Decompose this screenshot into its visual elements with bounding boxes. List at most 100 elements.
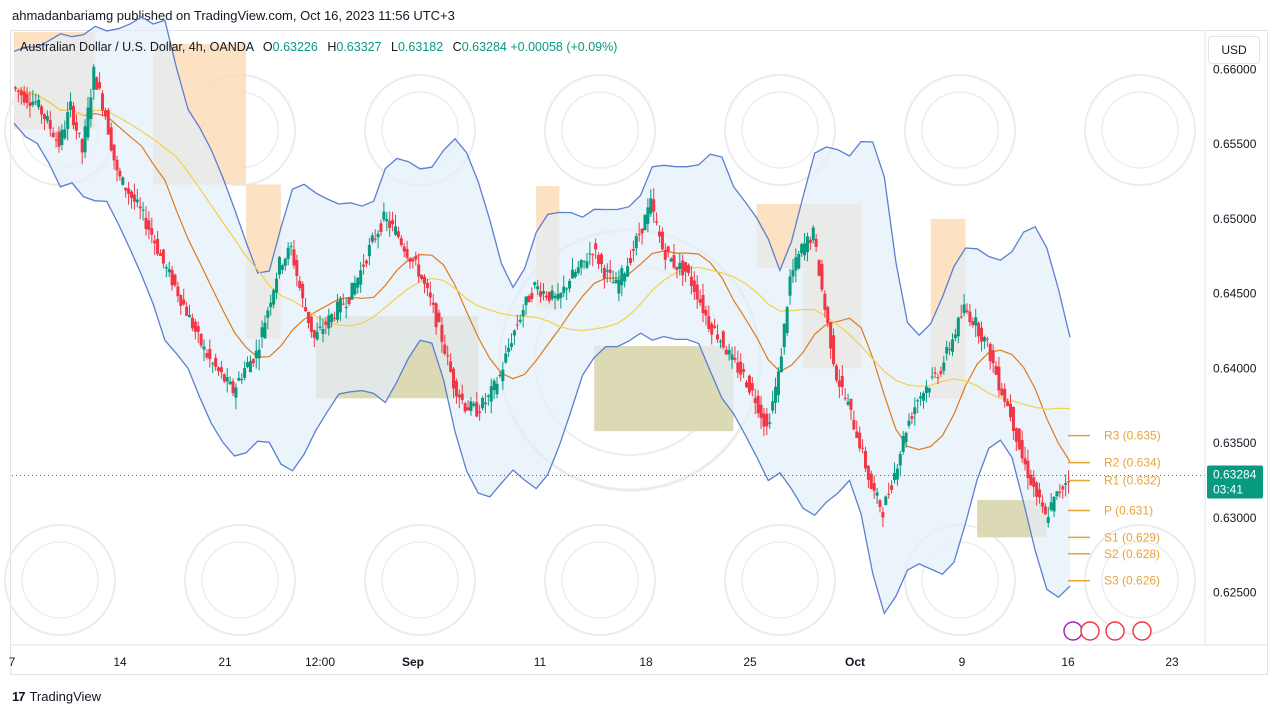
candle-body [742, 369, 746, 372]
candle-body [182, 299, 186, 305]
candle-body [524, 296, 528, 306]
candle-body [570, 269, 574, 279]
time-tick-label: Sep [402, 655, 424, 669]
candle-body [173, 274, 177, 286]
candle-body [388, 220, 392, 228]
candle-body [843, 397, 847, 399]
candle-body [344, 306, 348, 309]
time-axis[interactable]: 7 14 21 12:00 Sep 11 18 25 Oct 9 16 23 [9, 644, 1268, 669]
candle-body [541, 291, 545, 294]
candle-body [678, 262, 682, 270]
candle-body [556, 293, 560, 300]
price-axis[interactable]: 0.66000 0.65500 0.65000 0.64500 0.64000 0.635… [1204, 31, 1257, 645]
candle-body [660, 231, 664, 250]
candle-body [141, 209, 145, 211]
candle-body [69, 101, 73, 110]
candle-body [756, 395, 760, 414]
candle-body [808, 239, 812, 244]
candle-body [982, 337, 986, 342]
candle-body [771, 401, 775, 411]
candle-body [269, 302, 273, 308]
open-value: 0.63226 [272, 40, 318, 54]
time-tick-label: 7 [9, 655, 16, 669]
candle-body [1000, 388, 1004, 396]
watermark-inner-ring [561, 541, 639, 619]
candle-body [608, 269, 612, 273]
candle-body [707, 316, 711, 330]
candle-body [898, 454, 902, 466]
candle-body [22, 91, 26, 103]
watermark-ring [724, 74, 836, 186]
time-tick-label: 16 [1061, 655, 1075, 669]
candle-body [721, 331, 725, 348]
currency-button[interactable]: USD [1208, 36, 1260, 64]
candle-body [19, 90, 23, 96]
watermark-inner-ring [21, 541, 99, 619]
candle-body [95, 77, 99, 90]
candle-body [530, 293, 534, 299]
candle-body [956, 317, 960, 337]
candle-body [716, 334, 720, 340]
candle-body [159, 253, 163, 256]
candle-body [86, 107, 90, 138]
candle-body [591, 254, 595, 256]
candle-body [582, 260, 586, 262]
candle-body [42, 114, 46, 120]
candle-body [869, 473, 873, 489]
candle-body [280, 265, 284, 270]
candle-body [199, 333, 203, 346]
candle-body [196, 325, 200, 332]
watermark-inner-ring [921, 91, 999, 169]
candle-body [1032, 477, 1036, 487]
candle-body [350, 282, 354, 300]
candle-body [518, 319, 522, 322]
candle-body [515, 324, 519, 326]
candle-body [875, 492, 879, 496]
candle-body [855, 431, 859, 438]
candle-body [106, 109, 110, 135]
candle-body [492, 380, 496, 391]
publisher-line: ahmadanbariamg published on TradingView.… [12, 8, 455, 23]
candle-body [338, 298, 342, 313]
candle-body [823, 293, 827, 310]
watermark-inner-ring [1101, 91, 1179, 169]
watermark-inner-ring [561, 91, 639, 169]
candle-body [54, 139, 58, 141]
candle-body [469, 401, 473, 411]
candle-body [811, 227, 815, 241]
candle-body [74, 122, 78, 131]
candle-body [431, 302, 435, 305]
symbol-legend: Australian Dollar / U.S. Dollar, 4h, OAN… [20, 40, 617, 54]
candle-body [617, 279, 621, 294]
time-tick-label: 18 [639, 655, 653, 669]
candle-body [945, 346, 949, 354]
candle-body [396, 231, 400, 237]
tradingview-footer[interactable]: 17 TradingView [12, 689, 101, 704]
bollinger-layer [13, 16, 1071, 615]
candle-body [762, 413, 766, 427]
candle-body [826, 307, 830, 324]
candle-body [930, 376, 934, 378]
candle-body [16, 90, 20, 92]
candle-body [495, 383, 499, 395]
candle-body [272, 289, 276, 305]
candle-body [858, 432, 862, 449]
candle-body [1023, 458, 1027, 465]
pivot-layer: R3 (0.635) R2 (0.634) R1 (0.632) P (0.631) S… [12, 429, 1205, 588]
candle-body [652, 199, 656, 212]
pivot-label: R2 (0.634) [1104, 456, 1161, 470]
candle-body [521, 309, 525, 317]
candle-body [649, 198, 653, 214]
close-label: C [452, 40, 462, 54]
candle-body [962, 304, 966, 314]
candle-body [306, 311, 310, 324]
candle-body [774, 386, 778, 403]
candle-body [399, 238, 403, 246]
candle-body [881, 512, 885, 518]
candle-body [367, 244, 371, 257]
candle-body [286, 247, 290, 260]
price-tag-box [1207, 465, 1263, 499]
candle-body [1029, 474, 1033, 486]
low-value: 0.63182 [397, 40, 444, 54]
